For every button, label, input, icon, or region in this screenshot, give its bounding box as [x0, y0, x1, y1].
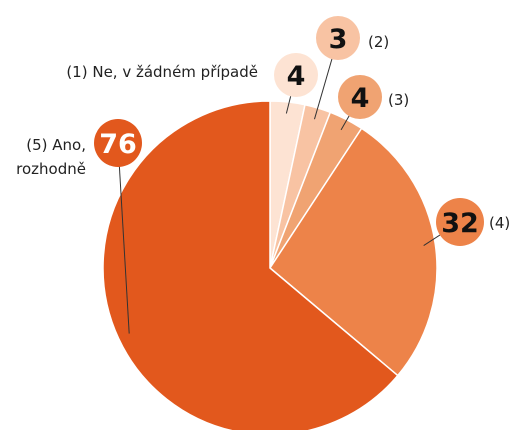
value-label: 32: [441, 208, 479, 239]
value-bubble: [94, 119, 142, 167]
leader-line: [117, 142, 130, 334]
value-label: 3: [329, 24, 348, 55]
value-bubble: [274, 53, 318, 97]
pie-slice: [269, 127, 438, 377]
value-bubble: [436, 198, 484, 246]
category-label: (5) Ano, rozhodně: [16, 136, 86, 178]
value-label: 4: [287, 61, 306, 92]
category-label: (1) Ne, v žádném případě: [66, 63, 258, 81]
value-label: 76: [99, 129, 137, 160]
value-label: 4: [351, 83, 370, 114]
value-bubble: [338, 75, 382, 119]
pie-slice: [102, 100, 399, 430]
category-label: (3): [388, 91, 410, 109]
category-label: (4): [489, 214, 511, 232]
category-label: (2): [368, 33, 390, 51]
value-bubble: [316, 16, 360, 60]
